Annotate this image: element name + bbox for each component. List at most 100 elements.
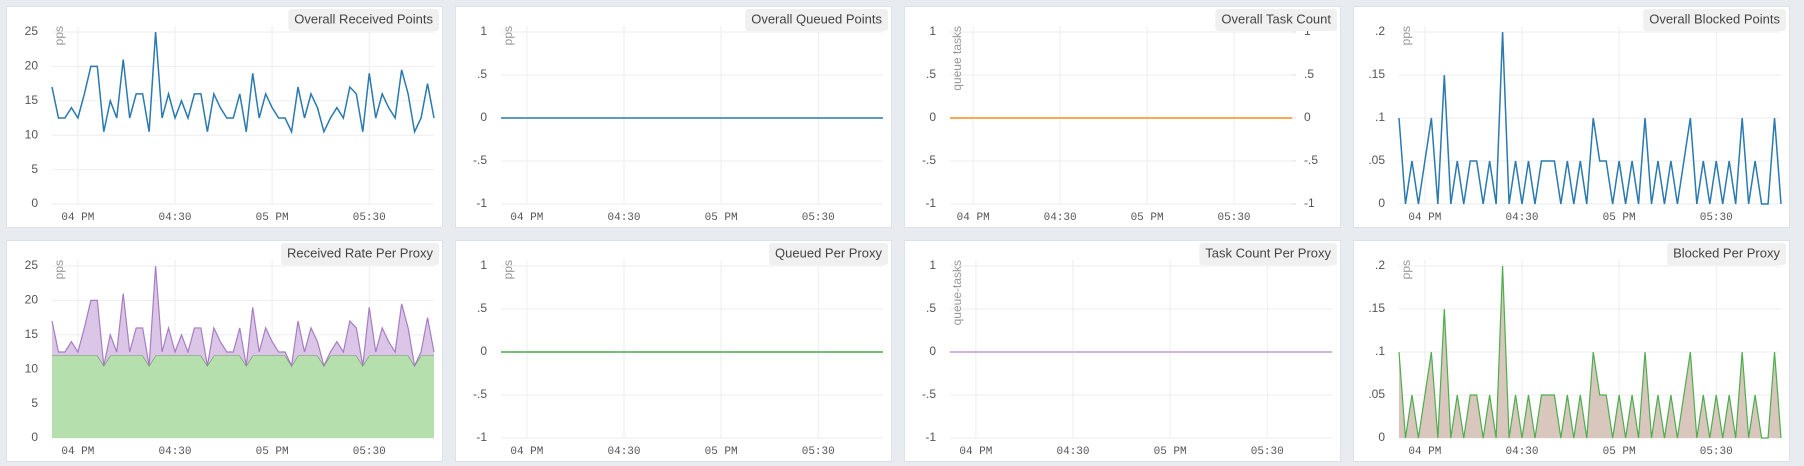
y-axis-label: pps: [1399, 26, 1413, 45]
x-tick-label: 04 PM: [510, 212, 543, 224]
chart-title: Overall Received Points: [294, 11, 433, 26]
series-line: [1398, 265, 1782, 439]
x-tick-label: 05 PM: [256, 212, 289, 224]
y2-tick-label: .5: [1304, 67, 1314, 81]
y-tick-label: 1: [929, 258, 936, 272]
y-tick-label: -.5: [922, 153, 936, 167]
series-area: [52, 355, 434, 438]
y2-tick-label: 1: [1304, 24, 1311, 38]
title-box: Overall Queued Points: [745, 9, 888, 31]
x-tick-label: 05 PM: [705, 212, 738, 224]
x-tick-label: 05:30: [353, 446, 386, 458]
y-tick-label: 15: [25, 93, 39, 107]
x-tick-label: 05 PM: [1154, 446, 1187, 458]
y-axis-label: queue tasks: [950, 26, 964, 91]
x-tick-label: 04 PM: [61, 212, 94, 224]
y-tick-label: 0: [1378, 196, 1385, 210]
chart-title: Received Rate Per Proxy: [287, 245, 433, 260]
x-tick-label: 05 PM: [1131, 212, 1164, 224]
y-tick-label: .5: [477, 301, 487, 315]
title-box: Received Rate Per Proxy: [281, 243, 439, 265]
y-tick-label: .5: [926, 301, 936, 315]
y-tick-label: 20: [25, 59, 39, 73]
y-tick-label: -1: [925, 196, 936, 210]
panel-background: [6, 6, 443, 228]
chart-title: Blocked Per Proxy: [1673, 245, 1780, 260]
y-tick-label: 15: [25, 327, 39, 341]
y-tick-label: 1: [929, 24, 936, 38]
y-tick-label: 0: [480, 344, 487, 358]
title-box: Overall Blocked Points: [1643, 9, 1786, 31]
panel-background: [455, 6, 892, 228]
y2-tick-label: 0: [1304, 110, 1311, 124]
y-tick-label: .2: [1375, 24, 1385, 38]
y-tick-label: .2: [1375, 258, 1385, 272]
title-background: [281, 243, 439, 265]
title-box: Blocked Per Proxy: [1667, 243, 1786, 265]
x-tick-label: 05:30: [1700, 212, 1733, 224]
y-tick-label: 0: [929, 344, 936, 358]
x-tick-label: 04 PM: [1408, 212, 1441, 224]
chart-panel: -1 -.5 0 .5 1 04 PM 04:30 05 PM 05:30 queue-tasks…: [904, 240, 1341, 462]
x-tick-label: 05 PM: [705, 446, 738, 458]
y-tick-label: 0: [31, 430, 38, 444]
title-background: [1643, 9, 1786, 31]
title-box: Queued Per Proxy: [769, 243, 888, 265]
y-tick-label: .1: [1375, 344, 1385, 358]
y-tick-label: -1: [476, 430, 487, 444]
y-tick-label: 0: [1378, 430, 1385, 444]
y-tick-label: 0: [929, 110, 936, 124]
x-tick-label: 05 PM: [1603, 446, 1636, 458]
x-tick-label: 05:30: [1218, 212, 1251, 224]
y-tick-label: 5: [31, 162, 38, 176]
y-axis-label: pps: [1399, 260, 1413, 279]
y-tick-label: .1: [1375, 110, 1385, 124]
panel-background: [904, 6, 1341, 228]
x-tick-label: 05 PM: [1603, 212, 1636, 224]
title-background: [769, 243, 888, 265]
title-box: Overall Task Count: [1215, 9, 1337, 31]
x-tick-label: 04 PM: [510, 446, 543, 458]
chart-title: Task Count Per Proxy: [1205, 245, 1331, 260]
y-tick-label: -.5: [473, 387, 487, 401]
y-tick-label: 0: [480, 110, 487, 124]
y2-tick-label: -.5: [1304, 153, 1318, 167]
y-axis-label: pps: [501, 26, 515, 45]
y-tick-label: 25: [25, 258, 39, 272]
y-tick-label: .5: [926, 67, 936, 81]
y-tick-label: 25: [25, 24, 39, 38]
chart-title: Overall Blocked Points: [1649, 11, 1780, 26]
y-tick-label: 10: [25, 361, 39, 375]
x-tick-label: 04:30: [1506, 212, 1539, 224]
x-tick-label: 04:30: [1057, 446, 1090, 458]
chart-title: Queued Per Proxy: [775, 245, 882, 260]
y-tick-label: .5: [477, 67, 487, 81]
x-tick-label: 05:30: [1700, 446, 1733, 458]
series-line: [1398, 31, 1782, 205]
title-background: [1215, 9, 1337, 31]
y-tick-label: 1: [480, 258, 487, 272]
y-tick-label: 1: [480, 24, 487, 38]
chart-title: Overall Queued Points: [751, 11, 882, 26]
y-axis-label: pps: [501, 260, 515, 279]
title-box: Overall Received Points: [288, 9, 439, 31]
x-tick-label: 04:30: [1044, 212, 1077, 224]
y-tick-label: -1: [925, 430, 936, 444]
series-area: [1399, 266, 1781, 438]
panel-background: [904, 240, 1341, 462]
x-tick-label: 05:30: [1251, 446, 1284, 458]
title-background: [745, 9, 888, 31]
y-tick-label: .15: [1368, 301, 1385, 315]
y-axis-label: pps: [52, 260, 66, 279]
series-line: [51, 265, 435, 368]
y-tick-label: .05: [1368, 153, 1385, 167]
title-background: [288, 9, 439, 31]
x-tick-label: 05:30: [353, 212, 386, 224]
chart-panel: 0 5 10 15 20 25 04 PM 04:30 05 PM 05:30 pps Receive…: [6, 240, 443, 462]
y-tick-label: 10: [25, 127, 39, 141]
x-tick-label: 05:30: [802, 212, 835, 224]
chart-panel: -1 -.5 0 .5 1 -1 -.5 0 .5 1 04 PM 04:30 05 PM 05:30 qu…: [904, 6, 1341, 228]
title-background: [1667, 243, 1786, 265]
y-tick-label: 5: [31, 396, 38, 410]
